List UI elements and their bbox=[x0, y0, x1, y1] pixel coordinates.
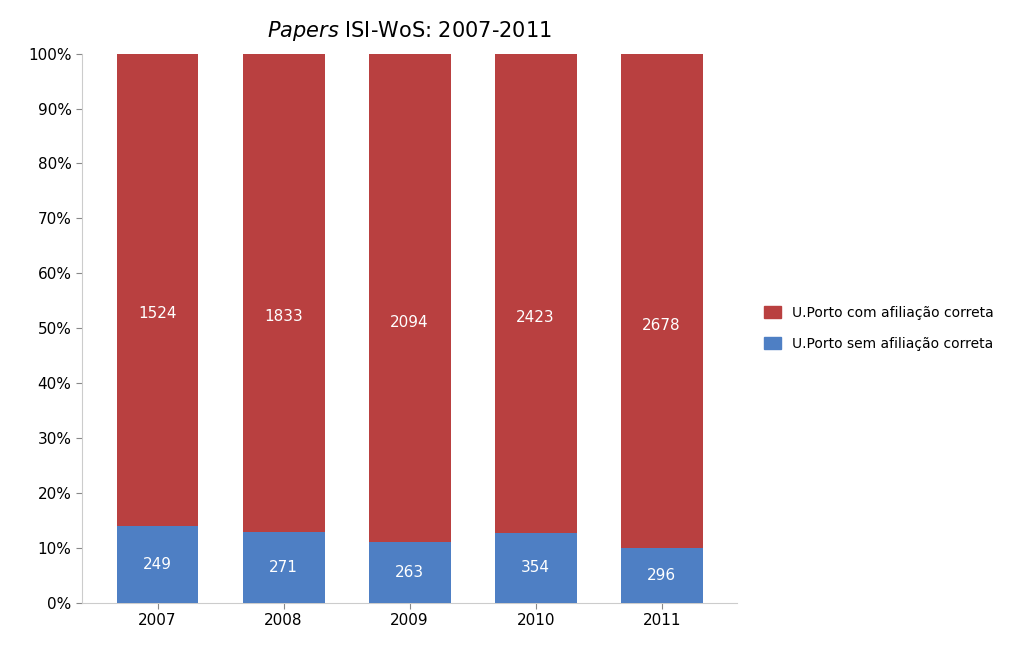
Legend: U.Porto com afiliação correta, U.Porto sem afiliação correta: U.Porto com afiliação correta, U.Porto s… bbox=[758, 299, 1000, 358]
Text: 2094: 2094 bbox=[390, 314, 429, 330]
Text: 271: 271 bbox=[269, 560, 298, 575]
Text: 354: 354 bbox=[521, 561, 550, 576]
Text: 1833: 1833 bbox=[264, 310, 303, 324]
Bar bbox=[621, 54, 702, 548]
Bar bbox=[117, 54, 199, 526]
Bar bbox=[621, 548, 702, 603]
Bar bbox=[495, 54, 577, 533]
Bar bbox=[369, 54, 451, 542]
Bar bbox=[369, 542, 451, 603]
Text: 249: 249 bbox=[143, 557, 172, 572]
Text: 263: 263 bbox=[395, 565, 424, 580]
Bar bbox=[117, 526, 199, 603]
Bar bbox=[243, 54, 325, 532]
Bar bbox=[495, 533, 577, 603]
Text: 2423: 2423 bbox=[516, 310, 555, 325]
Text: 1524: 1524 bbox=[138, 306, 177, 321]
Title: $\mathit{Papers}$ ISI-WoS: 2007-2011: $\mathit{Papers}$ ISI-WoS: 2007-2011 bbox=[267, 19, 552, 43]
Text: 2678: 2678 bbox=[642, 318, 681, 333]
Text: 296: 296 bbox=[647, 568, 676, 583]
Bar bbox=[243, 532, 325, 603]
